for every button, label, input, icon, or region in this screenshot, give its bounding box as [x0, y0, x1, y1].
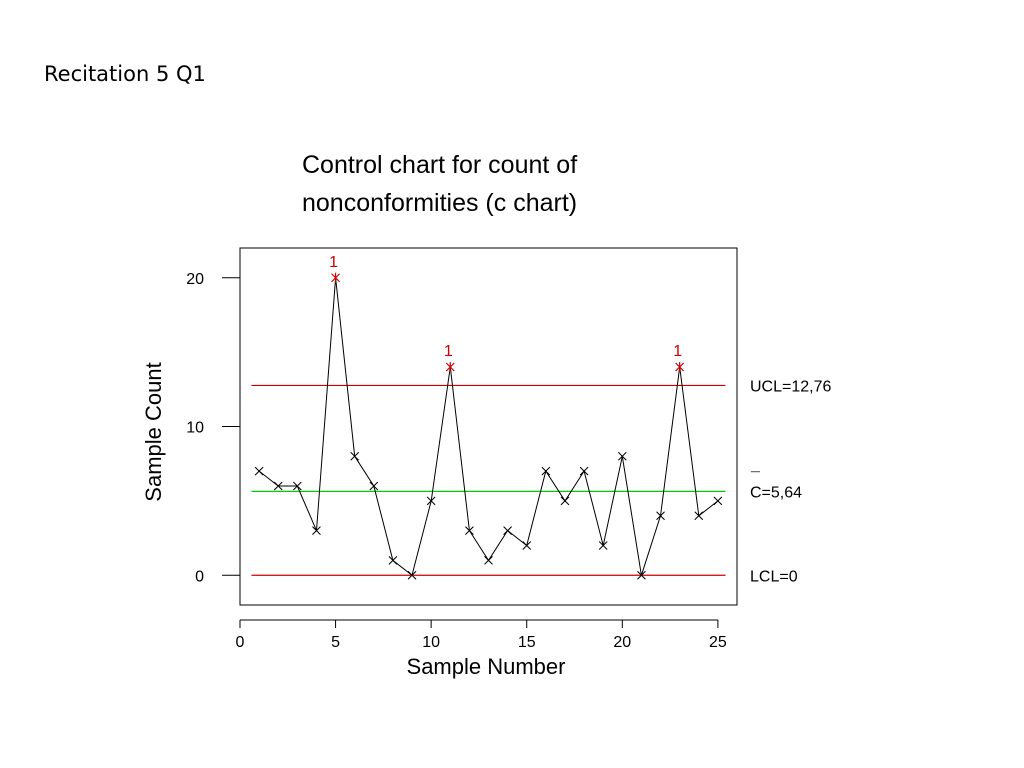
x-tick-label: 15 — [518, 634, 536, 651]
data-point — [254, 466, 264, 476]
data-point — [350, 451, 360, 461]
x-tick-label: 20 — [613, 634, 631, 651]
out-of-control-point — [445, 362, 455, 372]
reference-lines — [251, 384, 726, 576]
data-point — [541, 466, 551, 476]
center-line-overbar: ¯ — [750, 470, 760, 487]
data-point — [522, 541, 532, 550]
y-tick-label: 0 — [195, 568, 204, 585]
reference-line-label: UCL=12,76 — [750, 378, 831, 395]
data-point — [484, 556, 493, 565]
data-point — [465, 526, 474, 535]
data-point — [388, 556, 398, 565]
x-tick-label: 0 — [236, 634, 245, 651]
data-point — [369, 481, 379, 491]
data-point — [503, 526, 512, 535]
data-point — [312, 526, 321, 535]
chart-title-line-1: Control chart for count of — [302, 151, 578, 179]
reference-line-label: C=5,64 — [750, 484, 802, 501]
out-of-control-point — [675, 362, 685, 372]
data-point — [426, 496, 436, 506]
y-axis: 0 10 20 — [186, 271, 240, 585]
y-tick-label: 20 — [186, 271, 204, 288]
out-of-control-flag: 1 — [673, 343, 682, 360]
y-axis-title: Sample Count — [141, 362, 166, 501]
slide-title: Recitation 5 Q1 — [44, 62, 206, 86]
data-point — [292, 481, 302, 491]
y-tick-label: 10 — [186, 420, 204, 437]
data-point — [617, 451, 627, 461]
data-point — [560, 496, 570, 506]
data-point — [656, 511, 665, 521]
out-of-control-flag: 1 — [329, 254, 338, 271]
chart-title: Control chart for count of nonconformiti… — [302, 146, 577, 222]
sample-series: 1 1 1 — [254, 254, 723, 580]
data-point — [579, 466, 589, 476]
data-point — [598, 541, 608, 550]
plot-frame — [239, 247, 738, 606]
data-point — [694, 511, 704, 521]
reference-line-label: LCL=0 — [750, 568, 798, 585]
data-point — [637, 570, 646, 580]
out-of-control-flag: 1 — [444, 343, 453, 360]
x-tick-label: 5 — [331, 634, 340, 651]
x-tick-label: 10 — [422, 634, 440, 651]
data-point — [273, 481, 283, 491]
chart-title-line-2: nonconformities (c chart) — [302, 189, 578, 217]
data-point — [713, 496, 723, 506]
x-tick-label: 25 — [709, 634, 727, 651]
reference-labels: UCL=12,76 C=5,64¯ LCL=0 — [750, 378, 831, 585]
x-axis: 0 5 10 15 20 25 — [236, 619, 727, 651]
out-of-control-point — [331, 272, 341, 283]
data-point — [407, 570, 417, 580]
series-line — [258, 277, 719, 577]
x-axis-title: Sample Number — [407, 654, 566, 679]
